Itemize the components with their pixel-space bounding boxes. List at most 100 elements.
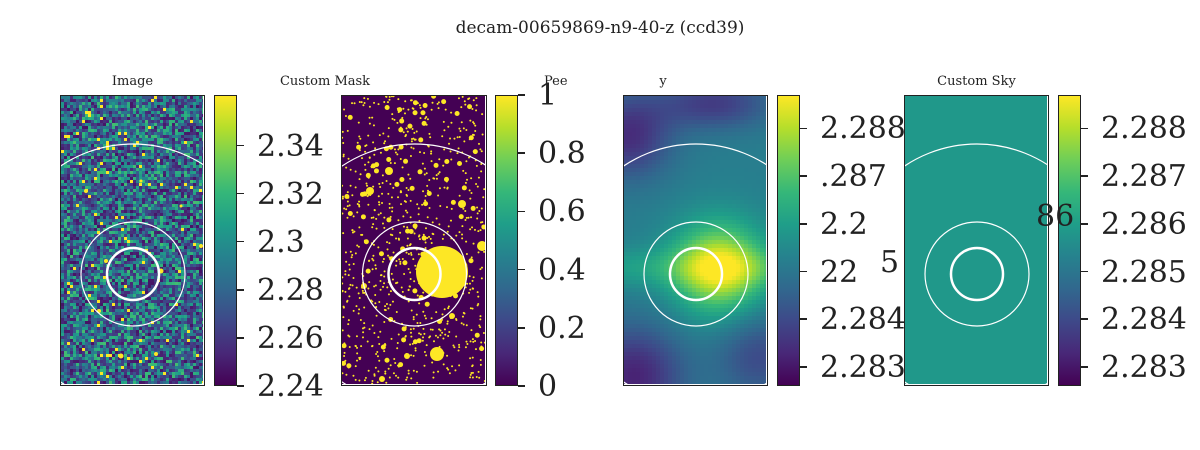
image-pixel [97,165,100,168]
image-pixel [175,246,178,249]
image-pixel [118,291,121,294]
image-pixel [118,180,121,183]
image-pixel [178,201,181,204]
image-pixel [181,132,184,135]
image-pixel [103,285,106,288]
image-pixel [136,111,139,114]
image-pixel [169,306,172,309]
image-pixel [130,315,133,318]
image-pixel [190,159,193,162]
image-pixel [115,240,118,243]
mask-pixel [409,177,412,180]
image-pixel [166,207,169,210]
image-pixel [199,237,202,240]
image-pixel [91,228,94,231]
image-pixel [193,354,196,357]
image-pixel [187,264,190,267]
image-pixel [103,195,106,198]
image-pixel [199,114,202,117]
image-pixel [109,99,112,102]
image-pixel [64,291,67,294]
image-pixel [145,225,148,228]
image-pixel [70,156,73,159]
image-pixel [136,333,139,336]
image-pixel [166,198,169,201]
image-pixel [121,150,124,153]
image-pixel [166,339,169,342]
image-pixel [148,156,151,159]
image-pixel [181,297,184,300]
image-pixel [64,171,67,174]
mask-pixel [471,307,474,310]
image-pixel [163,225,166,228]
image-pixel [79,360,82,363]
image-pixel [118,312,121,315]
image-pixel [121,174,124,177]
image-pixel [184,255,187,258]
image-pixel [97,159,100,162]
image-pixel [130,231,133,234]
image-pixel [127,348,130,351]
image-pixel [127,108,130,111]
image-pixel [100,249,103,252]
image-pixel [91,210,94,213]
image-pixel [88,354,91,357]
mask-pixel [368,122,371,125]
image-pixel [184,228,187,231]
mask-pixel [406,226,409,229]
image-pixel [157,222,160,225]
image-pixel [202,375,203,378]
image-pixel [109,102,112,105]
image-pixel [97,294,100,297]
mask-pixel [449,137,452,140]
image-pixel [70,120,73,123]
image-pixel [130,366,133,369]
image-pixel [193,132,196,135]
image-pixel [91,351,94,354]
mask-pixel [372,243,375,246]
image-pixel [106,327,109,330]
image-pixel [85,378,88,381]
image-pixel [196,243,199,246]
image-pixel [148,321,151,324]
image-pixel [124,321,127,324]
mask-pixel [472,99,475,102]
image-pixel [190,213,193,216]
image-pixel [91,222,94,225]
image-pixel [85,96,88,99]
mask-pixel [356,144,362,150]
image-pixel [76,366,79,369]
image-pixel [70,165,73,168]
image-pixel [112,375,115,378]
image-pixel [124,195,127,198]
image-pixel [115,261,118,264]
image-pixel [148,108,151,111]
image-pixel [163,162,166,165]
image-pixel [61,264,64,267]
image-pixel [70,363,73,366]
image-pixel [175,102,178,105]
image-pixel [100,345,103,348]
image-pixel [79,309,82,312]
image-pixel [64,333,67,336]
image-pixel [124,201,127,204]
image-pixel [190,228,193,231]
image-pixel [64,270,67,273]
image-pixel [175,360,178,363]
image-pixel [79,282,82,285]
image-pixel [169,159,172,162]
image-pixel [64,219,67,222]
image-pixel [142,363,145,366]
image-pixel [121,141,124,144]
image-pixel [136,327,139,330]
image-pixel [100,318,103,321]
image-pixel [82,135,85,138]
image-pixel [70,336,73,339]
image-pixel [154,375,157,378]
image-pixel [196,111,199,114]
image-pixel [61,141,64,144]
image-pixel [118,234,121,237]
image-pixel [202,252,203,255]
image-pixel [175,318,178,321]
image-pixel [97,375,100,378]
